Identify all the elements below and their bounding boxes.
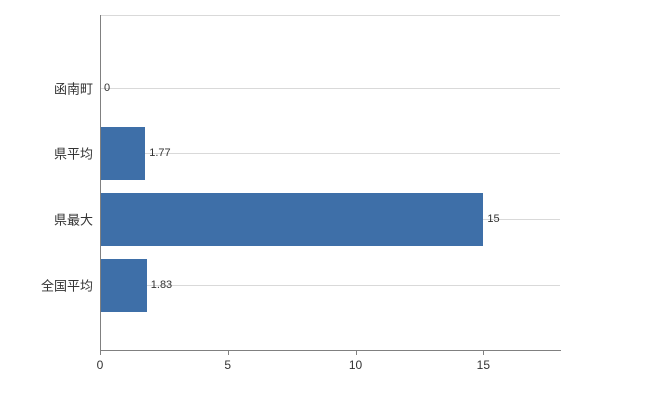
x-tick [100,351,101,355]
plot-top-border [100,15,560,16]
gridline [100,88,560,89]
category-label: 全国平均 [40,278,93,294]
x-tick-label: 15 [476,358,491,372]
category-label: 県平均 [53,146,93,162]
x-tick-label: 0 [96,358,104,372]
x-tick [355,351,357,355]
x-tick-label: 10 [348,358,363,372]
category-label: 県最大 [53,212,93,228]
gridline [100,285,560,286]
value-label: 15 [487,213,500,225]
x-tick-label: 5 [224,358,232,372]
value-label: 1.77 [149,147,171,159]
bar-1 [100,126,146,180]
x-tick [227,351,229,355]
value-label: 1.83 [150,279,173,291]
gridline [100,153,560,154]
x-axis-line [100,350,561,351]
x-tick [483,351,485,355]
bar-3 [100,258,147,312]
y-axis-line [100,15,101,350]
value-label: 0 [104,82,111,94]
category-label: 函南町 [53,81,93,97]
bar-2 [100,192,484,246]
